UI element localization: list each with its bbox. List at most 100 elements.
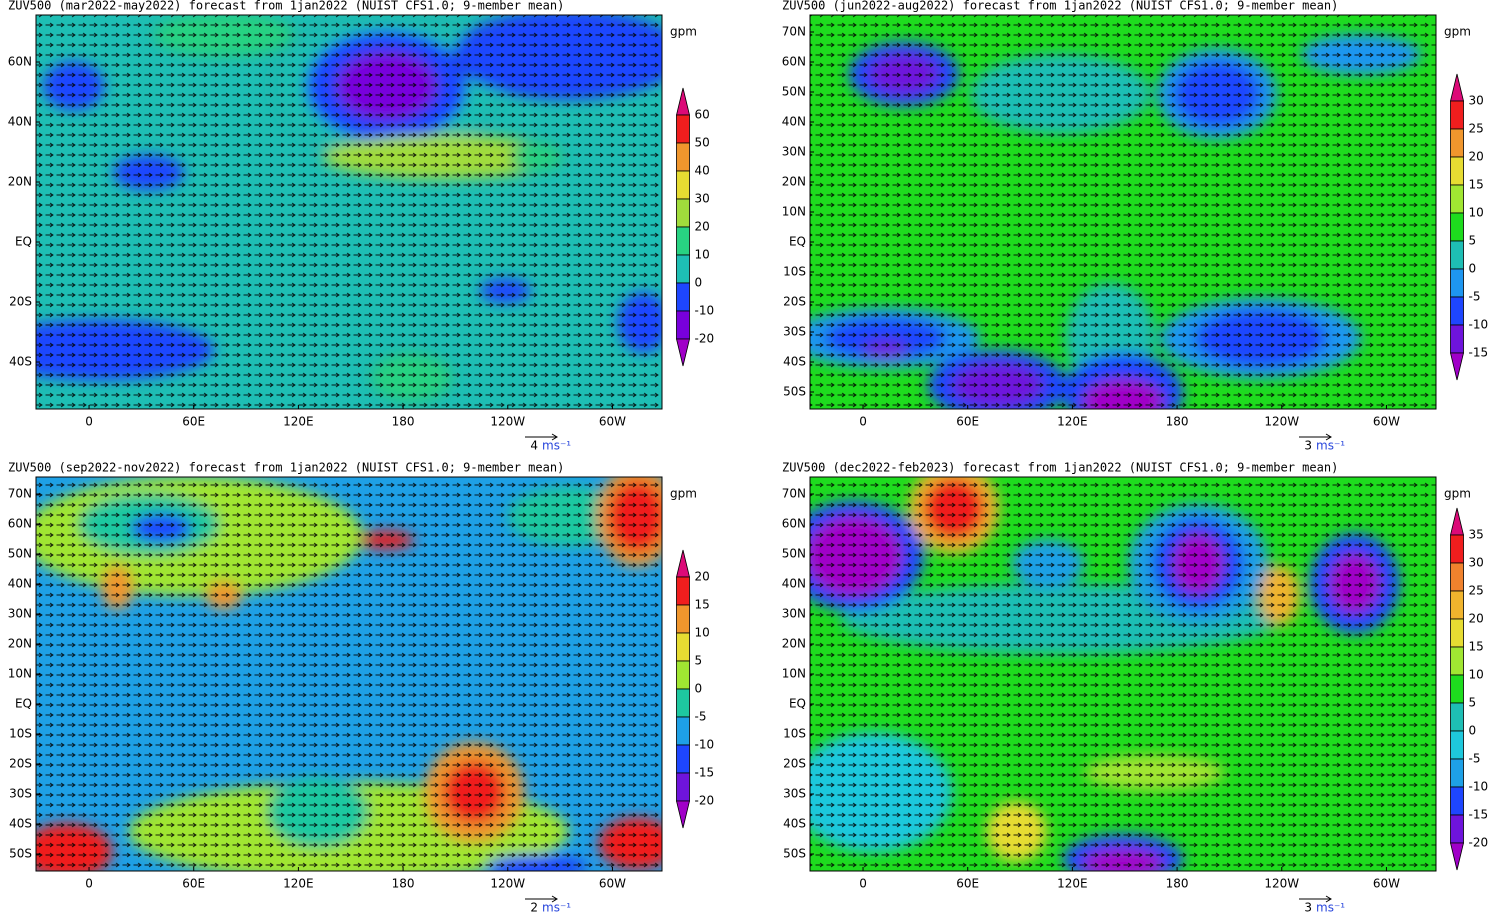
colorbar-segment bbox=[1450, 646, 1464, 676]
lat-label: 30S bbox=[783, 786, 806, 800]
colorbar-cap bbox=[1449, 842, 1465, 871]
colorbar-segment bbox=[1450, 324, 1464, 354]
lat-label: 30S bbox=[9, 786, 32, 800]
wind-vectors bbox=[810, 477, 1436, 871]
colorbar-segment bbox=[1450, 240, 1464, 270]
colorbar-label: 0 bbox=[1469, 262, 1477, 276]
reference-value: 3 bbox=[1304, 901, 1312, 913]
colorbar-label: -20 bbox=[695, 794, 715, 808]
lat-label: 40N bbox=[8, 577, 32, 591]
colorbar-segment bbox=[1450, 786, 1464, 816]
lat-label: 60N bbox=[782, 55, 806, 69]
lat-label: 20N bbox=[782, 175, 806, 189]
lat-label: 10N bbox=[8, 667, 32, 681]
colorbar-segment bbox=[1450, 268, 1464, 298]
wind-vectors bbox=[36, 15, 662, 409]
colorbar-segment bbox=[676, 632, 690, 662]
lat-label: 30N bbox=[782, 607, 806, 621]
lon-label: 60W bbox=[1373, 415, 1400, 429]
colorbar-segment bbox=[1450, 184, 1464, 214]
reference-unit: ms⁻¹ bbox=[1316, 901, 1345, 913]
panel: ZUV500 (jun2022-aug2022) forecast from 1… bbox=[782, 0, 1488, 453]
colorbar-segment bbox=[1450, 562, 1464, 592]
reference-arrow bbox=[525, 433, 558, 441]
lat-label: 40N bbox=[782, 577, 806, 591]
field bbox=[36, 15, 662, 409]
panel-title: ZUV500 (mar2022-may2022) forecast from 1… bbox=[8, 0, 564, 13]
colorbar-cap bbox=[675, 338, 691, 367]
lat-label: 10S bbox=[783, 264, 806, 278]
colorbar-unit: gpm bbox=[1444, 487, 1471, 501]
lon-label: 120E bbox=[283, 415, 314, 429]
colorbar-label: 15 bbox=[1469, 178, 1484, 192]
colorbar-segment bbox=[676, 282, 690, 312]
panel: ZUV500 (mar2022-may2022) forecast from 1… bbox=[8, 0, 715, 453]
lon-label: 120E bbox=[283, 877, 314, 891]
lat-label: 60N bbox=[8, 55, 32, 69]
wind-vectors bbox=[810, 15, 1436, 409]
colorbar bbox=[1449, 507, 1465, 871]
colorbar-segment bbox=[676, 660, 690, 690]
lon-label: 120W bbox=[1264, 415, 1299, 429]
lat-label: 40N bbox=[8, 115, 32, 129]
lat-label: 20N bbox=[8, 637, 32, 651]
colorbar-segment bbox=[1450, 814, 1464, 844]
colorbar-unit: gpm bbox=[1444, 25, 1471, 39]
colorbar-label: 25 bbox=[1469, 122, 1484, 136]
lon-label: 0 bbox=[85, 877, 93, 891]
lon-label: 180 bbox=[392, 415, 415, 429]
lon-label: 180 bbox=[1166, 877, 1189, 891]
colorbar-segment bbox=[676, 142, 690, 172]
colorbar-label: 20 bbox=[1469, 612, 1484, 626]
lat-label: 50N bbox=[8, 547, 32, 561]
colorbar-label: 40 bbox=[695, 164, 710, 178]
colorbar-segment bbox=[1450, 758, 1464, 788]
colorbar-segment bbox=[676, 310, 690, 340]
lat-label: 30S bbox=[783, 324, 806, 338]
panel-title: ZUV500 (dec2022-feb2023) forecast from 1… bbox=[782, 461, 1338, 475]
field bbox=[36, 477, 662, 871]
colorbar bbox=[1449, 73, 1465, 381]
colorbar-segment bbox=[1450, 534, 1464, 564]
reference-value: 4 bbox=[530, 439, 538, 453]
lat-label: 10S bbox=[9, 726, 32, 740]
lat-label: 30N bbox=[782, 145, 806, 159]
lon-label: 120W bbox=[1264, 877, 1299, 891]
colorbar-label: 5 bbox=[1469, 696, 1477, 710]
colorbar-label: 10 bbox=[695, 626, 710, 640]
colorbar-segment bbox=[1450, 618, 1464, 648]
colorbar-label: -5 bbox=[1469, 290, 1481, 304]
colorbar-label: -15 bbox=[1469, 808, 1489, 822]
lat-label: 30N bbox=[8, 607, 32, 621]
colorbar-segment bbox=[676, 254, 690, 284]
colorbar-segment bbox=[1450, 128, 1464, 158]
colorbar-label: 30 bbox=[1469, 94, 1484, 108]
colorbar-label: -20 bbox=[695, 332, 715, 346]
reference-value: 3 bbox=[1304, 439, 1312, 453]
colorbar-segment bbox=[676, 226, 690, 256]
colorbar-label: 35 bbox=[1469, 528, 1484, 542]
reference-unit: ms⁻¹ bbox=[542, 901, 571, 913]
colorbar-label: 5 bbox=[1469, 234, 1477, 248]
lat-label: 20N bbox=[782, 637, 806, 651]
field bbox=[810, 15, 1436, 409]
lon-label: 60E bbox=[182, 415, 205, 429]
colorbar-label: 20 bbox=[1469, 150, 1484, 164]
wind-vectors bbox=[36, 477, 662, 871]
colorbar-segment bbox=[1450, 702, 1464, 732]
lat-label: 70N bbox=[782, 487, 806, 501]
lat-label: EQ bbox=[789, 696, 806, 710]
lat-label: EQ bbox=[15, 234, 32, 248]
lat-label: 50S bbox=[783, 384, 806, 398]
colorbar-label: 0 bbox=[695, 682, 703, 696]
lon-label: 0 bbox=[859, 877, 867, 891]
lat-label: 60N bbox=[782, 517, 806, 531]
colorbar-label: 10 bbox=[1469, 206, 1484, 220]
colorbar-label: 30 bbox=[695, 192, 710, 206]
lat-label: EQ bbox=[15, 696, 32, 710]
colorbar-segment bbox=[1450, 730, 1464, 760]
lat-label: 50S bbox=[783, 846, 806, 860]
colorbar-segment bbox=[676, 198, 690, 228]
colorbar-label: 60 bbox=[695, 108, 710, 122]
panel-title: ZUV500 (jun2022-aug2022) forecast from 1… bbox=[782, 0, 1338, 13]
